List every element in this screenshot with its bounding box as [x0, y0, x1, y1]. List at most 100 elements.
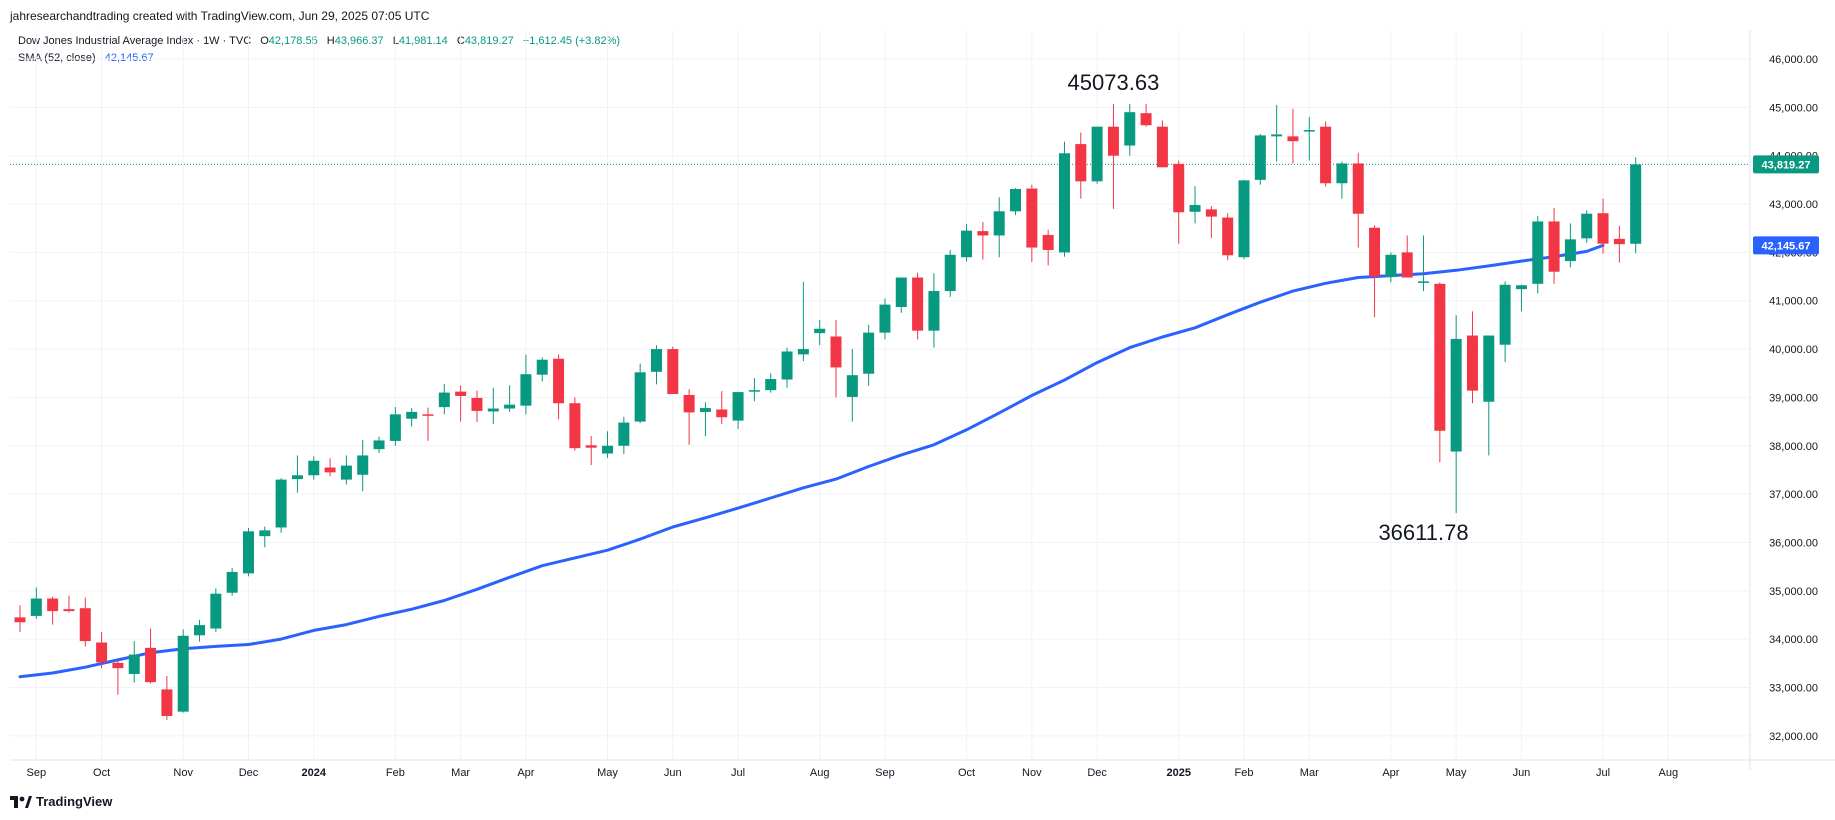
x-tick-label: Sep	[875, 767, 895, 779]
candle-body	[1434, 283, 1446, 431]
x-tick-label: Mar	[1300, 767, 1319, 779]
low-value: 41,981.14	[398, 35, 448, 47]
candle-body	[944, 254, 956, 292]
candle-body	[650, 349, 662, 372]
candle-body	[520, 374, 532, 406]
sma-price-tag: 42,145.67	[1762, 240, 1811, 252]
candle-body	[210, 593, 222, 629]
candle-body	[145, 647, 157, 683]
candle-body	[1287, 136, 1299, 142]
candle-body	[1401, 252, 1413, 278]
candle-body	[895, 277, 907, 308]
candle-body	[177, 635, 189, 712]
candle-body	[504, 404, 516, 409]
x-tick-label: Aug	[1659, 767, 1679, 779]
candle-body	[1630, 164, 1642, 244]
y-tick-label: 45,000.00	[1769, 102, 1818, 114]
sma-value: 42,145.67	[104, 52, 154, 64]
candle-body	[830, 336, 842, 368]
x-tick-label: Mar	[451, 767, 470, 779]
candle-body	[846, 375, 858, 397]
low-annotation: 36611.78	[1378, 520, 1468, 545]
candle-body	[1058, 153, 1070, 253]
x-tick-label: Nov	[173, 767, 193, 779]
x-tick-label: Jul	[1596, 767, 1610, 779]
x-tick-label: Apr	[1382, 767, 1399, 779]
symbol-name[interactable]: Dow Jones Industrial Average Index · 1W …	[18, 35, 252, 47]
candle-body	[1042, 234, 1054, 250]
x-tick-label: Nov	[1022, 767, 1042, 779]
candle-body	[373, 440, 385, 450]
high-annotation: 45073.63	[1068, 70, 1160, 95]
y-tick-label: 33,000.00	[1769, 682, 1818, 694]
high-value: 43,966.37	[334, 35, 384, 47]
candle-body	[1483, 335, 1495, 402]
chart-attribution: jahresearchandtrading created with Tradi…	[10, 9, 430, 23]
candle-body	[63, 609, 75, 612]
x-tick-label: Oct	[93, 767, 110, 779]
candle-body	[79, 608, 91, 642]
candle-body	[14, 617, 26, 623]
tradingview-brand: TradingView	[36, 794, 113, 809]
candle-body	[618, 422, 630, 446]
candle-body	[1548, 221, 1560, 272]
candle-body	[340, 465, 352, 480]
candle-body	[1189, 205, 1201, 212]
candle-body	[1499, 284, 1511, 345]
sma-label[interactable]: SMA (52, close)	[18, 52, 96, 64]
candle-body	[1254, 135, 1266, 180]
candle-body	[259, 530, 271, 537]
ohlc-legend: Dow Jones Industrial Average Index · 1W …	[18, 35, 620, 47]
y-tick-label: 37,000.00	[1769, 489, 1818, 501]
candle-body	[128, 654, 140, 674]
tradingview-logo[interactable]: TradingView	[10, 794, 112, 809]
change-value: +1,612.45 (+3.82%)	[522, 35, 621, 47]
candle-body	[585, 445, 597, 448]
x-tick-label: Aug	[810, 767, 830, 779]
candle-body	[912, 277, 924, 331]
candle-body	[487, 408, 499, 412]
candle-body	[993, 211, 1005, 236]
candle-body	[357, 455, 369, 475]
candle-body	[471, 397, 483, 411]
candle-body	[1303, 130, 1315, 132]
x-tick-label: 2025	[1166, 767, 1190, 779]
candle-body	[716, 409, 728, 418]
x-tick-label: May	[1446, 767, 1467, 779]
x-tick-label: Sep	[27, 767, 47, 779]
candle-body	[1532, 221, 1544, 284]
candle-body	[30, 598, 42, 616]
candle-body	[1564, 239, 1576, 262]
x-tick-label: May	[597, 767, 618, 779]
candle-body	[748, 390, 760, 392]
candle-body	[634, 372, 646, 422]
x-tick-label: Apr	[517, 767, 534, 779]
candle-body	[683, 395, 695, 413]
x-tick-label: Feb	[386, 767, 405, 779]
candle-body	[977, 231, 989, 236]
candle-body	[291, 475, 303, 480]
candle-body	[765, 379, 777, 391]
candle-body	[1597, 213, 1609, 244]
tradingview-logo-icon	[10, 795, 32, 808]
x-tick-label: Oct	[958, 767, 975, 779]
candle-body	[438, 392, 450, 408]
candle-body	[1271, 134, 1283, 137]
candle-body	[667, 349, 679, 395]
x-tick-label: Feb	[1235, 767, 1254, 779]
candle-body	[1336, 163, 1348, 184]
candle-body	[1173, 163, 1185, 213]
candle-body	[1091, 126, 1103, 182]
candle-body	[324, 467, 336, 473]
candle-body	[96, 642, 108, 663]
candle-body	[1010, 189, 1022, 212]
candle-body	[699, 408, 711, 412]
candle-body	[602, 445, 614, 454]
candle-body	[1140, 113, 1152, 126]
x-tick-label: Jul	[731, 767, 745, 779]
candle-body	[1124, 112, 1136, 146]
high-label: H	[326, 35, 335, 47]
candle-body	[389, 414, 401, 441]
candle-body	[226, 571, 238, 593]
